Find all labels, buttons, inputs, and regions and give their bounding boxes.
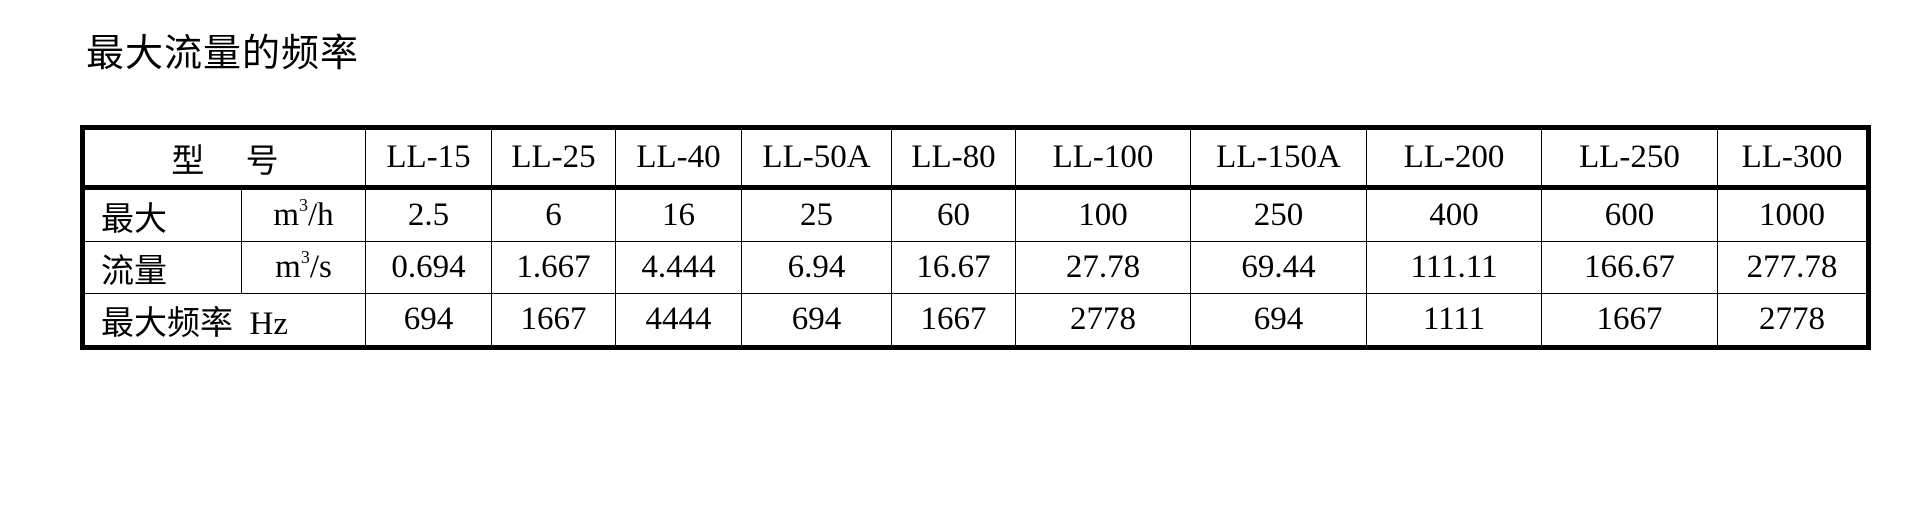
frequency-table: 型 号 LL-15 LL-25 LL-40 LL-50A LL-80 LL-100 LL-1… bbox=[80, 125, 1871, 350]
value-cell: 16.67 bbox=[891, 241, 1016, 294]
model-header-cell: LL-40 bbox=[615, 127, 742, 190]
row-label: 流量 bbox=[82, 241, 242, 294]
table-row: 流量 m3/s 0.694 1.667 4.444 6.94 16.67 27.78 69.… bbox=[82, 241, 1869, 294]
value-cell: 100 bbox=[1015, 187, 1191, 242]
value-cell: 111.11 bbox=[1366, 241, 1542, 294]
value-cell: 2778 bbox=[1015, 293, 1191, 348]
table-row: 最大 m3/h 2.5 6 16 25 60 100 250 400 600 1000 bbox=[82, 187, 1869, 242]
value-cell: 1.667 bbox=[491, 241, 616, 294]
model-header-cell: LL-300 bbox=[1717, 127, 1869, 190]
value-cell: 1667 bbox=[491, 293, 616, 348]
value-cell: 166.67 bbox=[1541, 241, 1718, 294]
value-cell: 694 bbox=[365, 293, 492, 348]
value-cell: 2778 bbox=[1717, 293, 1869, 348]
model-header-cell: LL-100 bbox=[1015, 127, 1191, 190]
value-cell: 0.694 bbox=[365, 241, 492, 294]
value-cell: 60 bbox=[891, 187, 1016, 242]
value-cell: 1667 bbox=[891, 293, 1016, 348]
value-cell: 1667 bbox=[1541, 293, 1718, 348]
value-cell: 277.78 bbox=[1717, 241, 1869, 294]
model-header-cell: LL-25 bbox=[491, 127, 616, 190]
row-unit: m3/h bbox=[241, 187, 366, 242]
model-header-cell: LL-50A bbox=[741, 127, 892, 190]
row-unit: m3/s bbox=[241, 241, 366, 294]
value-cell: 4.444 bbox=[615, 241, 742, 294]
row-label: 最大 bbox=[82, 187, 242, 242]
value-cell: 694 bbox=[1190, 293, 1367, 348]
value-cell: 250 bbox=[1190, 187, 1367, 242]
table-row: 最大频率 Hz 694 1667 4444 694 1667 2778 694 1111 166… bbox=[82, 293, 1869, 348]
value-cell: 1000 bbox=[1717, 187, 1869, 242]
page-title: 最大流量的频率 bbox=[86, 33, 360, 75]
value-cell: 25 bbox=[741, 187, 892, 242]
value-cell: 694 bbox=[741, 293, 892, 348]
header-row: 型 号 LL-15 LL-25 LL-40 LL-50A LL-80 LL-100 LL-1… bbox=[82, 127, 1869, 190]
model-header-cell: LL-200 bbox=[1366, 127, 1542, 190]
model-header-cell: LL-150A bbox=[1190, 127, 1367, 190]
model-header-cell: LL-80 bbox=[891, 127, 1016, 190]
model-header-cell: LL-15 bbox=[365, 127, 492, 190]
value-cell: 400 bbox=[1366, 187, 1542, 242]
value-cell: 27.78 bbox=[1015, 241, 1191, 294]
value-cell: 6.94 bbox=[741, 241, 892, 294]
row-label: 最大频率 Hz bbox=[82, 293, 366, 348]
value-cell: 4444 bbox=[615, 293, 742, 348]
value-cell: 2.5 bbox=[365, 187, 492, 242]
value-cell: 16 bbox=[615, 187, 742, 242]
value-cell: 1111 bbox=[1366, 293, 1542, 348]
value-cell: 6 bbox=[491, 187, 616, 242]
value-cell: 600 bbox=[1541, 187, 1718, 242]
model-header: 型 号 bbox=[82, 127, 366, 190]
model-header-cell: LL-250 bbox=[1541, 127, 1718, 190]
value-cell: 69.44 bbox=[1190, 241, 1367, 294]
